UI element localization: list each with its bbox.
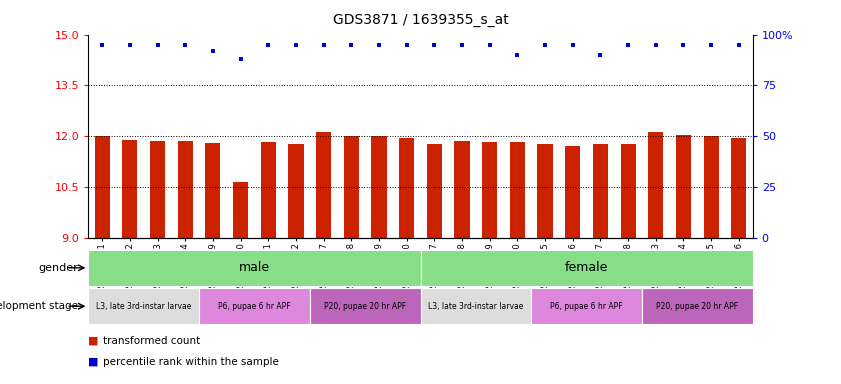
Bar <box>199 288 309 324</box>
Point <box>373 42 386 48</box>
Point <box>621 42 635 48</box>
Bar <box>150 141 165 238</box>
Bar <box>288 144 304 238</box>
Point <box>206 48 220 54</box>
Bar <box>344 136 359 238</box>
Bar <box>205 143 220 238</box>
Bar <box>233 182 248 238</box>
Bar <box>621 144 636 238</box>
Bar <box>420 250 753 286</box>
Text: gender: gender <box>39 263 78 273</box>
Point <box>345 42 358 48</box>
Text: P20, pupae 20 hr APF: P20, pupae 20 hr APF <box>656 302 738 311</box>
Point <box>510 52 524 58</box>
Point <box>123 42 136 48</box>
Bar <box>537 144 553 238</box>
Bar <box>420 288 532 324</box>
Bar <box>88 250 420 286</box>
Bar <box>482 142 497 238</box>
Bar <box>676 135 691 238</box>
Bar <box>532 288 642 324</box>
Point <box>677 42 690 48</box>
Text: percentile rank within the sample: percentile rank within the sample <box>103 357 279 367</box>
Point <box>427 42 441 48</box>
Bar <box>510 142 525 238</box>
Point <box>400 42 414 48</box>
Bar <box>593 144 608 238</box>
Point <box>151 42 164 48</box>
Bar <box>316 132 331 238</box>
Point <box>649 42 663 48</box>
Text: L3, late 3rd-instar larvae: L3, late 3rd-instar larvae <box>428 302 524 311</box>
Text: transformed count: transformed count <box>103 336 201 346</box>
Bar <box>642 288 753 324</box>
Point <box>705 42 718 48</box>
Point <box>289 42 303 48</box>
Point <box>733 42 746 48</box>
Text: L3, late 3rd-instar larvae: L3, late 3rd-instar larvae <box>96 302 192 311</box>
Bar <box>399 138 415 238</box>
Bar <box>648 132 664 238</box>
Bar <box>565 147 580 238</box>
Bar <box>94 136 110 238</box>
Bar <box>426 144 442 238</box>
Bar <box>177 141 193 238</box>
Text: P6, pupae 6 hr APF: P6, pupae 6 hr APF <box>550 302 623 311</box>
Text: ■: ■ <box>88 336 98 346</box>
Point <box>262 42 275 48</box>
Bar <box>372 136 387 238</box>
Bar <box>731 138 747 238</box>
Text: GDS3871 / 1639355_s_at: GDS3871 / 1639355_s_at <box>333 13 508 27</box>
Point <box>317 42 331 48</box>
Point <box>594 52 607 58</box>
Bar <box>309 288 420 324</box>
Point <box>483 42 496 48</box>
Bar <box>88 288 199 324</box>
Text: ■: ■ <box>88 357 98 367</box>
Bar <box>261 142 276 238</box>
Point <box>455 42 468 48</box>
Point <box>95 42 108 48</box>
Text: P6, pupae 6 hr APF: P6, pupae 6 hr APF <box>218 302 291 311</box>
Point <box>538 42 552 48</box>
Point <box>566 42 579 48</box>
Point <box>234 56 247 62</box>
Bar <box>704 136 719 238</box>
Text: P20, pupae 20 hr APF: P20, pupae 20 hr APF <box>324 302 406 311</box>
Text: male: male <box>239 262 270 274</box>
Text: development stage: development stage <box>0 301 78 311</box>
Point <box>178 42 192 48</box>
Bar <box>122 140 137 238</box>
Bar <box>454 141 469 238</box>
Text: female: female <box>565 262 608 274</box>
